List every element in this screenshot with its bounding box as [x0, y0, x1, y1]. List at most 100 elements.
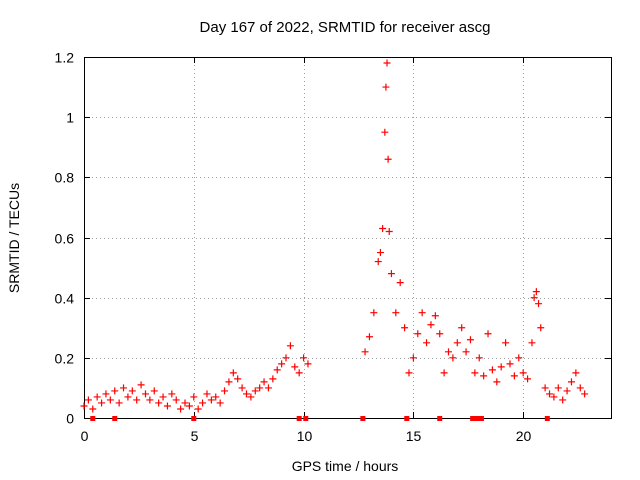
- data-point: [541, 384, 549, 392]
- gap-marker: [303, 416, 309, 421]
- y-tick-label: 0.8: [55, 170, 75, 186]
- data-point: [559, 396, 567, 404]
- data-point: [484, 330, 492, 338]
- data-point: [519, 369, 527, 377]
- data-point: [535, 300, 543, 308]
- data-point: [291, 363, 299, 371]
- data-point: [159, 393, 167, 401]
- data-point: [370, 309, 378, 317]
- data-point: [530, 294, 538, 302]
- data-point: [203, 390, 211, 398]
- data-point: [414, 330, 422, 338]
- data-point: [102, 390, 110, 398]
- data-point: [581, 390, 589, 398]
- x-tick-label: 0: [81, 428, 89, 444]
- data-point: [185, 402, 193, 410]
- data-point: [449, 354, 457, 362]
- data-point: [546, 390, 554, 398]
- x-tick-label: 10: [297, 428, 313, 444]
- data-point: [436, 330, 444, 338]
- data-point: [431, 312, 439, 320]
- data-point: [401, 324, 409, 332]
- data-point: [181, 399, 189, 407]
- data-point: [168, 390, 176, 398]
- data-point: [264, 384, 272, 392]
- data-point: [163, 402, 171, 410]
- data-point: [445, 348, 453, 356]
- data-point: [225, 378, 233, 386]
- y-tick-label: 0: [66, 411, 74, 427]
- data-point: [141, 390, 149, 398]
- gap-marker: [474, 416, 480, 421]
- data-point: [278, 360, 286, 368]
- chart-title: Day 167 of 2022, SRMTID for receiver asc…: [200, 19, 491, 36]
- data-point: [379, 224, 387, 232]
- data-point: [510, 372, 518, 380]
- gap-marker: [296, 416, 302, 421]
- tick-layer: 0 0.2 0.4 0.6 0.8 1 1.2 0 5 10 15 20: [55, 50, 611, 444]
- data-point: [234, 375, 242, 383]
- marks-layer: [80, 59, 589, 421]
- data-point: [93, 393, 101, 401]
- gap-marker: [90, 416, 96, 421]
- y-tick-label: 0.6: [55, 231, 75, 247]
- data-point: [458, 324, 466, 332]
- data-point: [506, 360, 514, 368]
- data-point: [381, 128, 389, 136]
- data-point: [384, 155, 392, 163]
- data-point: [304, 360, 312, 368]
- data-point: [199, 399, 207, 407]
- data-point: [128, 387, 136, 395]
- data-point: [466, 336, 474, 344]
- data-point: [106, 396, 114, 404]
- data-point: [532, 288, 540, 296]
- data-point: [440, 369, 448, 377]
- data-point: [550, 393, 558, 401]
- data-point: [216, 399, 224, 407]
- data-point: [427, 321, 435, 329]
- data-point: [120, 384, 128, 392]
- data-point: [405, 369, 413, 377]
- data-point: [528, 339, 536, 347]
- x-tick-label: 5: [191, 428, 199, 444]
- data-point: [423, 339, 431, 347]
- data-point: [256, 384, 264, 392]
- data-point: [365, 333, 373, 341]
- data-point: [475, 354, 483, 362]
- gap-marker: [360, 416, 366, 421]
- data-point: [502, 339, 510, 347]
- data-point: [150, 387, 158, 395]
- data-point: [89, 405, 97, 413]
- data-point: [300, 354, 308, 362]
- data-point: [524, 375, 532, 383]
- data-point: [98, 399, 106, 407]
- data-point: [462, 348, 470, 356]
- data-point: [269, 375, 277, 383]
- gap-marker: [404, 416, 410, 421]
- data-point: [247, 393, 255, 401]
- data-point: [396, 279, 404, 287]
- gap-marker: [544, 416, 550, 421]
- data-point: [382, 83, 390, 91]
- data-point: [229, 369, 237, 377]
- data-point: [260, 378, 268, 386]
- data-point: [385, 227, 393, 235]
- data-point: [190, 393, 198, 401]
- data-point: [572, 369, 580, 377]
- y-tick-label: 1.2: [55, 50, 75, 66]
- data-point: [238, 384, 246, 392]
- data-point: [497, 363, 505, 371]
- x-tick-label: 20: [516, 428, 532, 444]
- data-point: [251, 387, 259, 395]
- data-point: [515, 354, 523, 362]
- y-tick-label: 0.2: [55, 351, 75, 367]
- data-point: [453, 339, 461, 347]
- data-point: [387, 270, 395, 278]
- y-tick-label: 0.4: [55, 291, 75, 307]
- data-point: [409, 354, 417, 362]
- gap-marker: [470, 416, 476, 421]
- data-point: [361, 348, 369, 356]
- data-point: [480, 372, 488, 380]
- data-point: [563, 387, 571, 395]
